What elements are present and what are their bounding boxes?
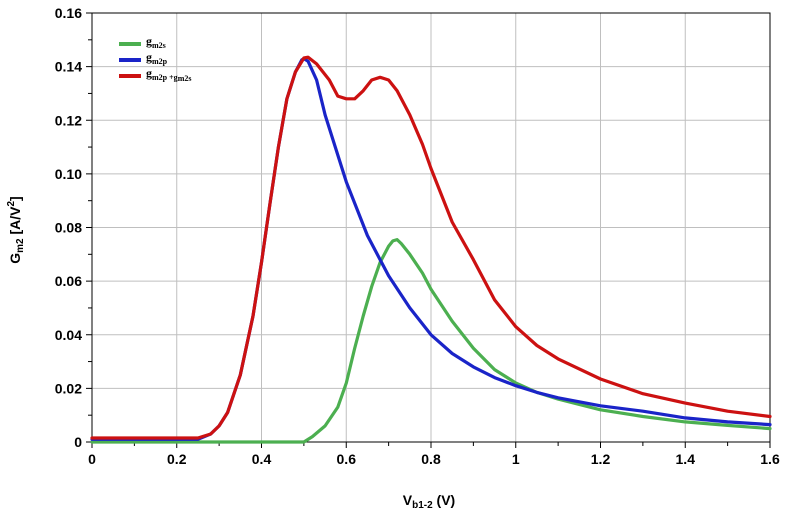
legend-label-main: g [146,50,152,64]
y-axis-label-sub: m2 [15,238,26,253]
x-tick-label: 1.6 [760,451,780,467]
x-tick-label: 0.8 [421,451,441,467]
y-tick-label: 0.12 [55,112,82,128]
y-tick-label: 0 [74,434,82,450]
y-tick-label: 0.16 [55,5,82,21]
y-tick-label: 0.08 [55,220,82,236]
legend-label-gm2sum: gm2p +gm2s [146,66,191,83]
x-tick-label: 0.4 [252,451,272,467]
y-tick-label: 0.02 [55,380,82,396]
legend-label-main: g [146,34,152,48]
legend-label-sub: m2p [152,73,168,82]
y-tick-label: 0.10 [55,166,82,182]
x-tick-label: 1.2 [591,451,611,467]
legend-label-sub: m2p [152,57,168,66]
x-tick-labels: 0 0.2 0.4 0.6 0.8 1 1.2 1.4 1.6 [88,451,780,467]
y-tick-label: 0.06 [55,273,82,289]
y-tick-labels: 0 0.02 0.04 0.06 0.08 0.10 0.12 0.14 0.16 [55,5,82,450]
x-tick-label: 1 [512,451,520,467]
x-axis-label: Vb1-2 (V) [403,492,455,511]
legend-label-gm2s: gm2s [146,34,166,50]
legend-label-sub: m2s [152,41,166,50]
x-axis-label-main: V [403,492,413,508]
series-line-gm2sum [90,55,772,440]
series-layer [90,55,772,444]
y-tick-label: 0.04 [55,327,82,343]
y-axis-label-unit-prefix: [A/V [7,206,23,239]
x-tick-label: 1.4 [676,451,696,467]
legend-label-sub2: m2s [178,74,192,83]
x-axis-label-sub: b1-2 [412,500,433,511]
x-tick-label: 0 [88,451,96,467]
legend-label-plus: +g [167,73,178,82]
y-tick-label: 0.14 [55,59,82,75]
y-axis-label-main: G [7,253,23,264]
y-axis-label: Gm2 [A/V2] [6,196,26,263]
x-tick-label: 0.2 [167,451,187,467]
legend-label-gm2p: gm2p [146,50,168,66]
x-tick-label: 0.6 [337,451,357,467]
y-axis-label-unit-sup: 2 [6,201,17,207]
y-axis-label-unit-suffix: ] [7,196,23,201]
legend-label-main: g [146,66,152,80]
x-axis-label-unit: (V) [433,492,456,508]
